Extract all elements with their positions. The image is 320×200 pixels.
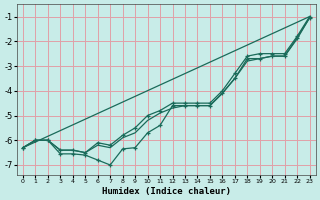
X-axis label: Humidex (Indice chaleur): Humidex (Indice chaleur) <box>102 187 231 196</box>
